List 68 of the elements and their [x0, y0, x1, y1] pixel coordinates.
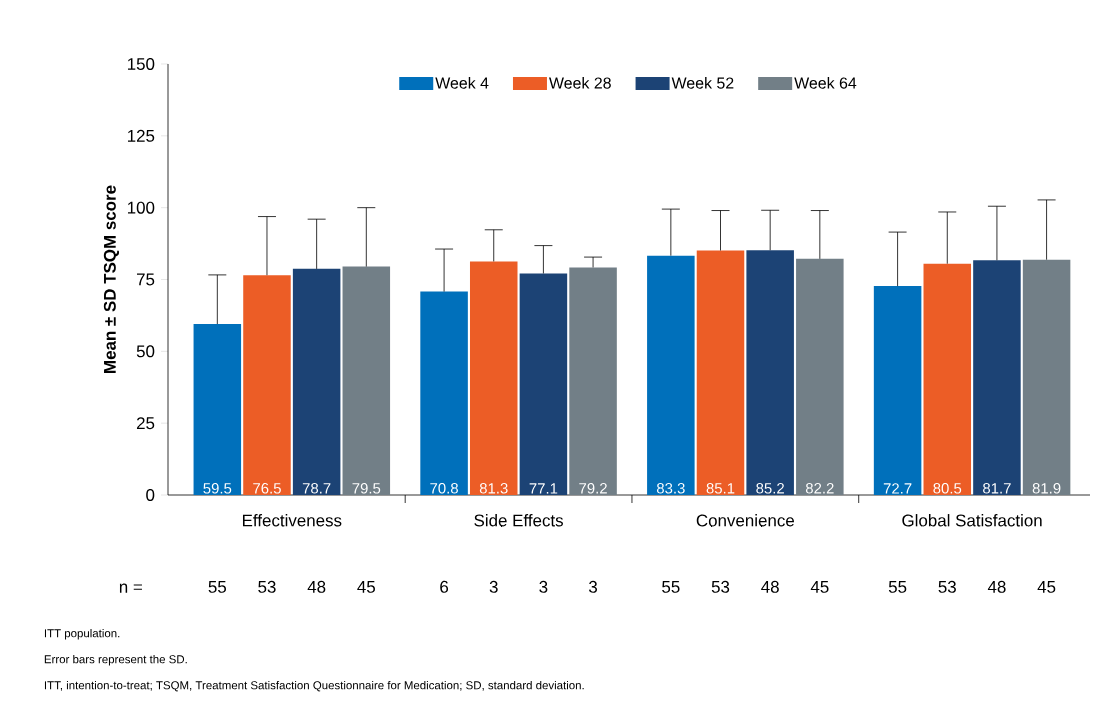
text: 45 [810, 581, 829, 593]
text: 53 [258, 580, 276, 593]
y-tick-label: 0 [146, 489, 155, 501]
data-label: 76.5 [253, 483, 281, 494]
y-tick-label: 75 [136, 273, 155, 286]
legend-label: Week 4 [435, 77, 489, 89]
y-tick-label: 25 [136, 417, 155, 430]
data-label: 81.3 [479, 483, 508, 494]
text: 53 [711, 580, 730, 593]
bar [193, 324, 242, 495]
bar [796, 258, 844, 495]
bar [469, 261, 518, 495]
bar [569, 267, 617, 495]
data-label: 82.2 [805, 483, 834, 494]
text: 55 [208, 581, 227, 593]
data-label: 70.8 [430, 483, 458, 494]
legend-label: Week 28 [549, 77, 611, 89]
text: 6 [440, 580, 449, 593]
data-label: 79.5 [352, 483, 381, 494]
text: 55 [662, 581, 680, 593]
data-label: 79.2 [579, 483, 607, 494]
bar [873, 286, 922, 495]
legend-label: Week 52 [671, 77, 734, 89]
text: ITT population. [44, 628, 120, 640]
text: n = [119, 583, 142, 593]
text: 3 [539, 580, 548, 593]
y-tick-label: 125 [127, 129, 155, 142]
bar [342, 266, 391, 495]
bar [243, 275, 291, 495]
x-tick-label: Global Satisfaction [902, 514, 1042, 527]
text: 45 [357, 581, 375, 593]
text: 55 [888, 581, 907, 593]
bar [420, 291, 468, 495]
text: 48 [761, 580, 779, 593]
y-tick-label: 100 [127, 201, 155, 214]
text: 48 [307, 580, 326, 593]
text: 53 [938, 580, 956, 593]
y-axis-title: Mean ± SD TSQM score [103, 185, 120, 373]
data-label: 81.7 [983, 483, 1011, 494]
legend-label: Week 64 [794, 77, 857, 89]
bar [292, 268, 341, 495]
data-label: 77.1 [529, 483, 558, 494]
text: 45 [1037, 581, 1056, 593]
x-tick-label: Convenience [696, 514, 794, 527]
y-tick-label: 50 [136, 345, 155, 358]
bar [696, 250, 745, 495]
data-label: 83.3 [656, 483, 685, 494]
bar [923, 263, 972, 495]
text: 3 [589, 580, 598, 593]
bar [973, 260, 1021, 495]
data-label: 59.5 [203, 483, 232, 494]
bar [519, 273, 568, 495]
data-label: 80.5 [933, 483, 962, 494]
data-label: 81.9 [1032, 483, 1061, 494]
data-label: 72.7 [883, 483, 912, 494]
data-label: 78.7 [302, 483, 331, 494]
data-label: 85.2 [756, 483, 784, 494]
text: 48 [987, 580, 1006, 593]
y-tick-label: 150 [127, 58, 155, 70]
x-tick-label: Effectiveness [242, 514, 342, 527]
bar [746, 250, 794, 495]
x-tick-label: Side Effects [474, 514, 563, 527]
text: 3 [489, 580, 498, 593]
text: ITT, intention-to-treat; TSQM, Treatment Satisfaction Questionnaire for Medication; SD, standard deviation. [44, 680, 584, 692]
bar [647, 255, 695, 495]
text: Error bars represent the SD. [44, 654, 187, 666]
data-label: 85.1 [706, 483, 735, 494]
bar [1022, 259, 1071, 495]
